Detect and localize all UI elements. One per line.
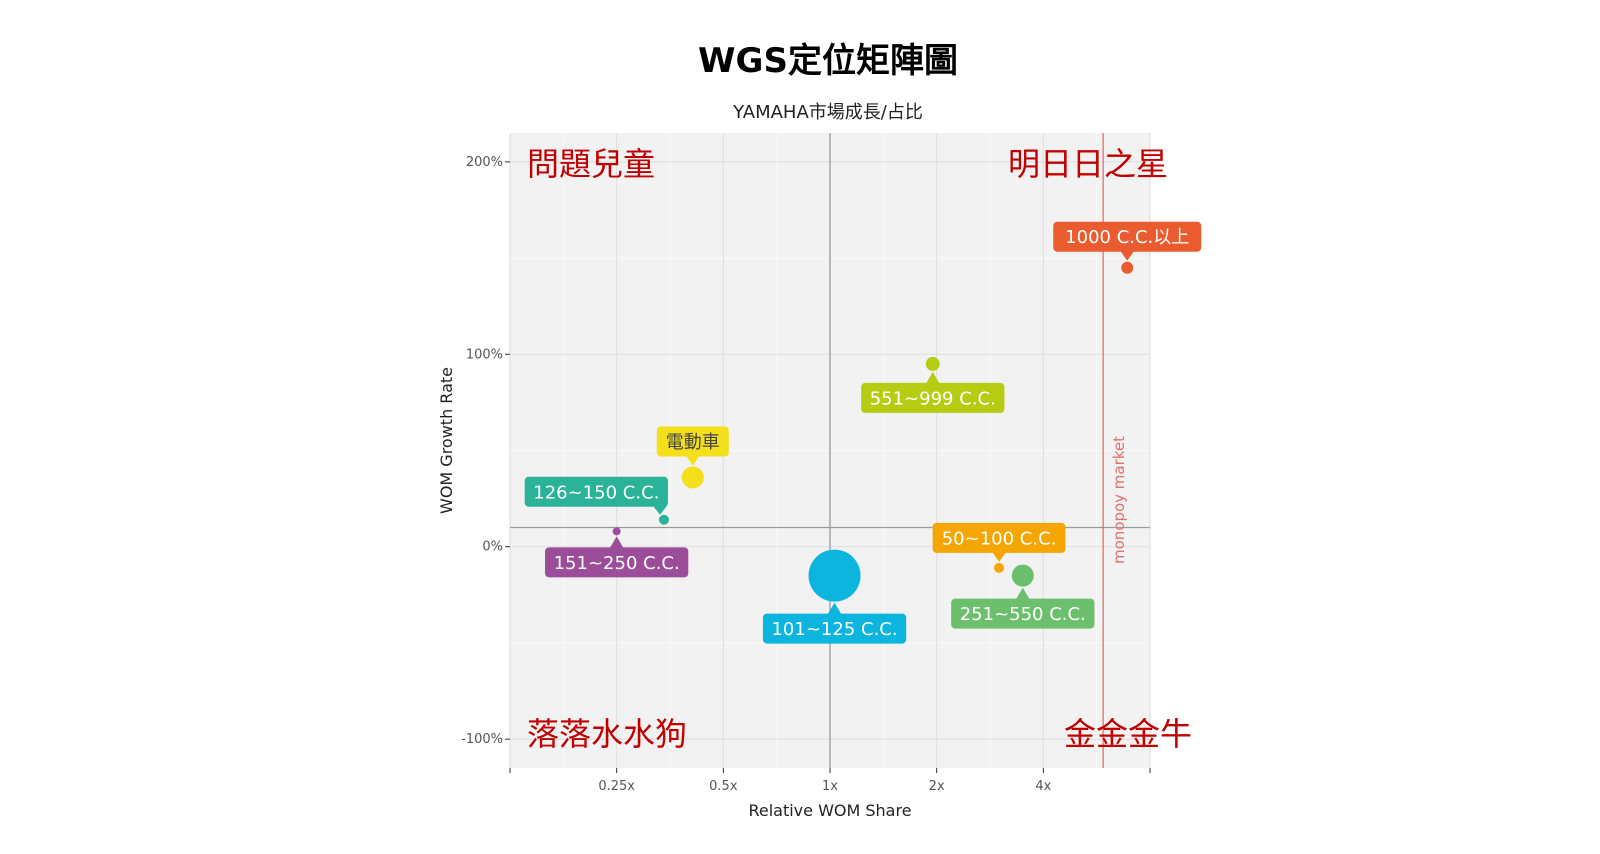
label-pointer	[1015, 587, 1030, 600]
data-point-group: 1000 C.C.以上	[1053, 221, 1202, 274]
data-point-group: 551~999 C.C.	[861, 356, 1005, 413]
y-tick-label: 200%	[466, 155, 503, 170]
data-point	[1011, 564, 1034, 587]
data-label: 101~125 C.C.	[771, 619, 897, 640]
label-pointer	[925, 371, 940, 384]
label-pointer	[827, 602, 842, 615]
data-label: 126~150 C.C.	[533, 482, 659, 503]
label-box	[951, 598, 1095, 629]
data-point-group: 151~250 C.C.	[545, 527, 689, 578]
data-point-group: 電動車	[656, 426, 729, 489]
chart-title: WGS定位矩陣圖	[698, 41, 958, 81]
label-pointer	[609, 536, 624, 549]
quadrant-label-bottom-left: 落落水水狗	[527, 715, 687, 753]
label-box	[524, 476, 668, 507]
chart-subtitle: YAMAHA市場成長/占比	[732, 102, 923, 123]
data-point-group: 126~150 C.C.	[524, 476, 669, 525]
data-label: 電動車	[666, 432, 720, 453]
label-box	[762, 613, 907, 644]
data-label: 251~550 C.C.	[960, 604, 1086, 625]
label-pointer	[685, 455, 700, 466]
data-point	[612, 527, 621, 536]
label-box	[656, 426, 729, 457]
data-label: 1000 C.C.以上	[1065, 227, 1189, 248]
label-pointer	[1120, 250, 1135, 261]
y-tick-label: -100%	[461, 732, 503, 747]
label-box	[932, 522, 1066, 553]
data-point	[994, 562, 1005, 573]
label-box	[1053, 221, 1202, 252]
x-tick-label: 0.25x	[598, 779, 635, 794]
data-point-group: 251~550 C.C.	[951, 564, 1095, 629]
label-pointer	[652, 505, 667, 515]
x-tick-label: 0.5x	[709, 779, 738, 794]
quadrant-label-top-left: 問題兒童	[527, 145, 655, 183]
quadrant-label-top-right: 明日日之星	[1008, 145, 1168, 183]
quadrant-label-bottom-right: 金金金牛	[1064, 715, 1192, 753]
data-point	[1121, 261, 1134, 274]
data-point	[925, 356, 940, 371]
x-tick-label: 2x	[929, 779, 945, 794]
y-tick-label: 0%	[482, 540, 503, 555]
label-box	[545, 547, 689, 578]
data-point-group: 101~125 C.C.	[762, 549, 907, 644]
data-point	[808, 549, 861, 602]
monopoly-label: monopoy market	[1110, 436, 1128, 564]
y-tick-label: 100%	[466, 347, 503, 362]
data-label: 50~100 C.C.	[942, 528, 1057, 549]
x-axis-title: Relative WOM Share	[748, 801, 911, 820]
data-point-group: 50~100 C.C.	[932, 522, 1066, 573]
label-box	[861, 382, 1005, 413]
y-axis-title: WOM Growth Rate	[437, 367, 456, 514]
data-label: 551~999 C.C.	[870, 388, 996, 409]
data-point	[658, 514, 669, 525]
data-label: 151~250 C.C.	[554, 553, 680, 574]
label-pointer	[992, 551, 1007, 562]
data-point	[681, 466, 704, 489]
x-tick-label: 1x	[822, 779, 838, 794]
x-tick-label: 4x	[1035, 779, 1051, 794]
